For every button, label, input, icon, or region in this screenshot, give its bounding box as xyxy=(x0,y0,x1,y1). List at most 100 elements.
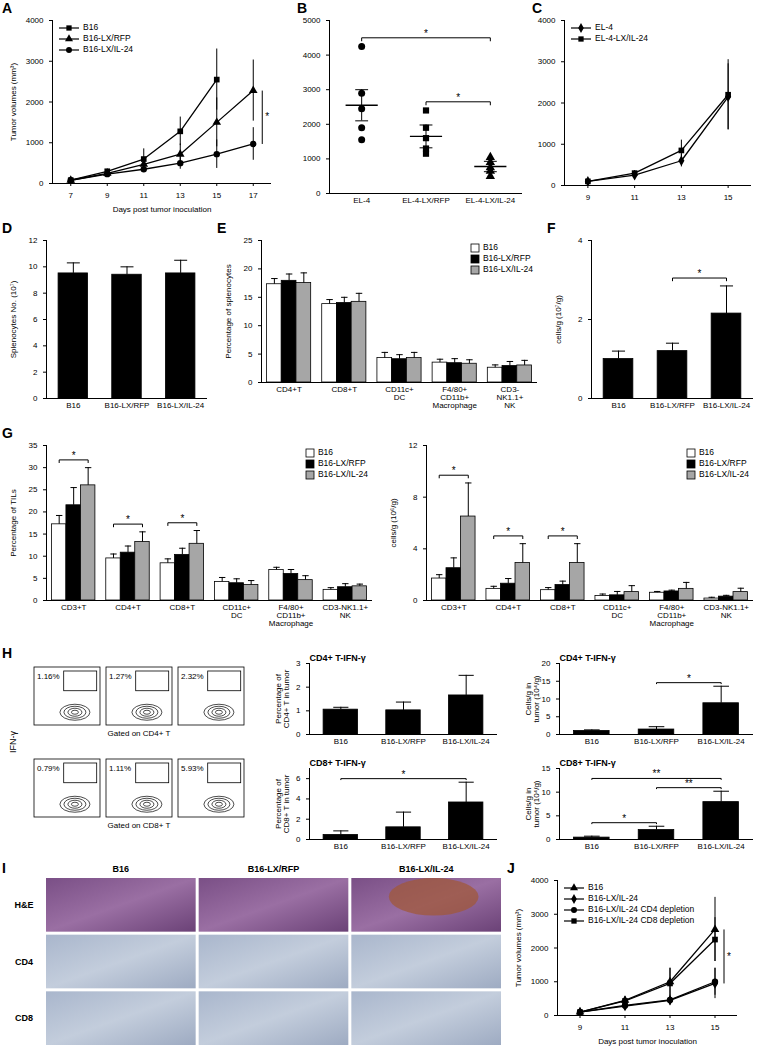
svg-text:**: ** xyxy=(653,768,661,779)
svg-text:F4/80+CD11b+Macrophage: F4/80+CD11b+Macrophage xyxy=(650,603,695,628)
svg-text:6: 6 xyxy=(296,774,301,783)
svg-text:3000: 3000 xyxy=(538,57,556,66)
svg-text:2: 2 xyxy=(296,683,301,692)
svg-text:*: * xyxy=(698,268,702,279)
svg-text:13: 13 xyxy=(666,1023,675,1032)
svg-text:4000: 4000 xyxy=(26,16,44,25)
svg-text:10: 10 xyxy=(542,788,551,797)
svg-text:B16: B16 xyxy=(585,737,600,746)
svg-text:0: 0 xyxy=(248,378,253,387)
svg-text:0: 0 xyxy=(413,596,418,605)
svg-text:0: 0 xyxy=(296,835,301,844)
svg-text:20: 20 xyxy=(29,507,38,516)
svg-text:4000: 4000 xyxy=(531,876,549,885)
svg-text:5: 5 xyxy=(546,712,551,721)
svg-text:B16-LX/RFP: B16-LX/RFP xyxy=(248,864,300,874)
svg-text:B16-LX/IL-24: B16-LX/IL-24 xyxy=(703,401,751,410)
svg-text:1.11%: 1.11% xyxy=(109,764,131,773)
svg-text:CD3+T: CD3+T xyxy=(441,603,467,612)
svg-text:2: 2 xyxy=(296,815,301,824)
svg-text:20: 20 xyxy=(244,264,253,273)
svg-text:CD4+T: CD4+T xyxy=(115,603,141,612)
svg-text:1000: 1000 xyxy=(531,977,549,986)
svg-text:IFN-γ: IFN-γ xyxy=(8,731,18,753)
svg-text:20: 20 xyxy=(542,659,551,668)
svg-text:cells/g (10⁷/g): cells/g (10⁷/g) xyxy=(554,295,563,344)
svg-text:5.93%: 5.93% xyxy=(181,764,204,773)
svg-text:Percentage ofCD8+ T in tumor: Percentage ofCD8+ T in tumor xyxy=(274,774,291,833)
svg-text:CD11c+DC: CD11c+DC xyxy=(603,603,632,620)
svg-text:CD8+ T-IFN-γ: CD8+ T-IFN-γ xyxy=(310,758,366,768)
svg-text:9: 9 xyxy=(105,191,110,200)
svg-text:1000: 1000 xyxy=(538,140,556,149)
svg-text:5: 5 xyxy=(33,574,38,583)
svg-text:CD11c+DC: CD11c+DC xyxy=(385,385,414,402)
svg-text:B16: B16 xyxy=(66,401,81,410)
svg-text:3000: 3000 xyxy=(531,910,549,919)
svg-text:Percentage of splenocytes: Percentage of splenocytes xyxy=(224,264,233,358)
svg-text:8: 8 xyxy=(33,289,38,298)
svg-text:10: 10 xyxy=(244,321,253,330)
svg-text:CD8+ T-IFN-γ: CD8+ T-IFN-γ xyxy=(560,758,616,768)
svg-text:B16-LX/RFP: B16-LX/RFP xyxy=(381,842,426,851)
svg-text:10: 10 xyxy=(29,552,38,561)
svg-text:0: 0 xyxy=(544,1011,549,1020)
svg-text:15: 15 xyxy=(244,293,253,302)
svg-text:2: 2 xyxy=(578,315,583,324)
svg-text:H&E: H&E xyxy=(14,900,33,910)
svg-text:2: 2 xyxy=(33,368,38,377)
svg-text:30: 30 xyxy=(29,463,38,472)
svg-text:5: 5 xyxy=(248,350,253,359)
svg-text:0: 0 xyxy=(578,394,583,403)
svg-text:3000: 3000 xyxy=(303,85,321,94)
svg-text:Days post tumor inoculation: Days post tumor inoculation xyxy=(598,1037,697,1046)
svg-text:Splenocytes No. (10⁷): Splenocytes No. (10⁷) xyxy=(9,280,18,358)
svg-text:*: * xyxy=(72,450,76,461)
svg-text:5000: 5000 xyxy=(303,16,321,25)
svg-text:*: * xyxy=(265,111,269,122)
svg-text:B16: B16 xyxy=(611,401,626,410)
svg-text:15: 15 xyxy=(29,530,38,539)
svg-text:*: * xyxy=(456,92,460,103)
svg-text:B16-LX/IL-24: B16-LX/IL-24 xyxy=(698,737,746,746)
svg-text:*: * xyxy=(687,673,691,684)
svg-text:B16-LX/IL-24: B16-LX/IL-24 xyxy=(698,842,746,851)
svg-text:B16-LX/RFP: B16-LX/RFP xyxy=(105,401,150,410)
svg-text:CD4: CD4 xyxy=(15,957,33,967)
svg-text:Cells/g intumor (10⁴/g): Cells/g intumor (10⁴/g) xyxy=(524,780,541,827)
svg-text:F4/80+CD11b+Macrophage: F4/80+CD11b+Macrophage xyxy=(432,385,477,410)
svg-text:*: * xyxy=(424,28,428,39)
svg-text:CD3-NK1.1+NK: CD3-NK1.1+NK xyxy=(496,385,523,410)
svg-text:13: 13 xyxy=(677,193,686,202)
svg-text:2000: 2000 xyxy=(26,98,44,107)
svg-text:3: 3 xyxy=(296,659,301,668)
svg-text:CD8+T: CD8+T xyxy=(550,603,576,612)
svg-text:12: 12 xyxy=(409,441,418,450)
svg-text:CD8: CD8 xyxy=(15,1013,33,1023)
svg-text:B16-LX/IL-24: B16-LX/IL-24 xyxy=(443,842,491,851)
svg-text:Percentage of TILs: Percentage of TILs xyxy=(9,489,18,556)
svg-text:10: 10 xyxy=(29,262,38,271)
svg-text:25: 25 xyxy=(244,236,253,245)
svg-text:Days post tumor inoculation: Days post tumor inoculation xyxy=(113,205,212,214)
svg-text:9: 9 xyxy=(586,193,591,202)
svg-text:CD3-NK1.1+NK: CD3-NK1.1+NK xyxy=(703,603,749,620)
svg-text:0: 0 xyxy=(551,181,556,190)
svg-text:B16: B16 xyxy=(113,864,130,874)
svg-text:2000: 2000 xyxy=(531,944,549,953)
svg-text:Gated on CD8+ T: Gated on CD8+ T xyxy=(108,821,171,830)
svg-text:0: 0 xyxy=(33,596,38,605)
svg-text:*: * xyxy=(126,514,130,525)
svg-text:0: 0 xyxy=(296,730,301,739)
svg-text:2000: 2000 xyxy=(303,120,321,129)
svg-text:4000: 4000 xyxy=(538,16,556,25)
svg-text:CD8+T: CD8+T xyxy=(332,385,358,394)
svg-text:1.16%: 1.16% xyxy=(37,672,60,681)
svg-text:*: * xyxy=(180,513,184,524)
svg-text:CD4+T: CD4+T xyxy=(276,385,302,394)
svg-text:B16-LX/RFP: B16-LX/RFP xyxy=(634,737,679,746)
svg-text:1000: 1000 xyxy=(303,154,321,163)
svg-text:15: 15 xyxy=(724,193,733,202)
svg-text:0: 0 xyxy=(546,835,551,844)
svg-text:*: * xyxy=(452,465,456,476)
